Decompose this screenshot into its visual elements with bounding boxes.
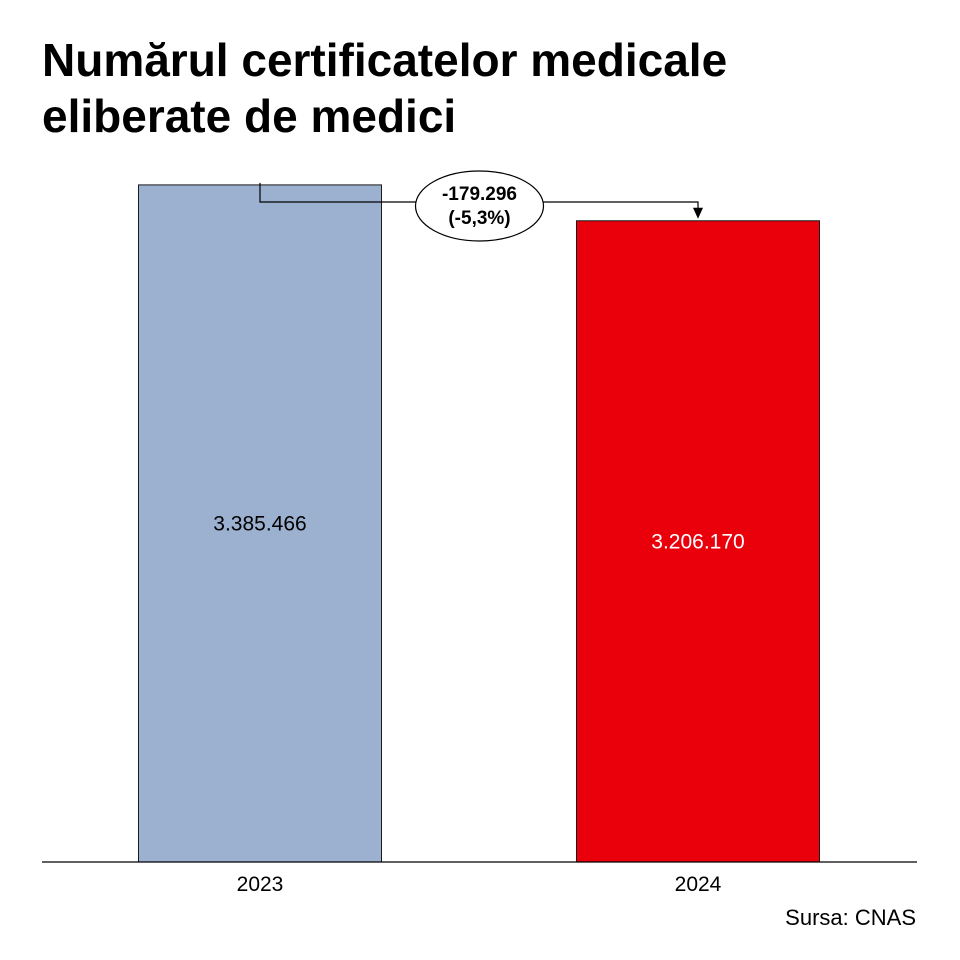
bars-layer	[138, 184, 820, 863]
bar-2023	[138, 184, 382, 863]
value-label-2024: 3.206.170	[651, 530, 744, 553]
source-note: Sursa: CNAS	[785, 905, 916, 930]
change-absolute-label: -179.296	[442, 184, 517, 205]
change-percent-label: (-5,3%)	[448, 208, 510, 229]
bar-2024	[576, 220, 820, 863]
tick-label-2023: 2023	[237, 873, 284, 896]
change-annotation: -179.296 (-5,3%)	[259, 170, 703, 242]
tick-label-2024: 2024	[675, 873, 722, 896]
value-label-2023: 3.385.466	[213, 512, 306, 535]
change-ellipse	[414, 170, 545, 242]
labels-layer: 3.385.466 2023 3.206.170 2024	[213, 512, 744, 896]
arrow-head-icon	[693, 207, 703, 219]
chart-title: Numărul certificatelor medicale eliberat…	[42, 34, 728, 142]
